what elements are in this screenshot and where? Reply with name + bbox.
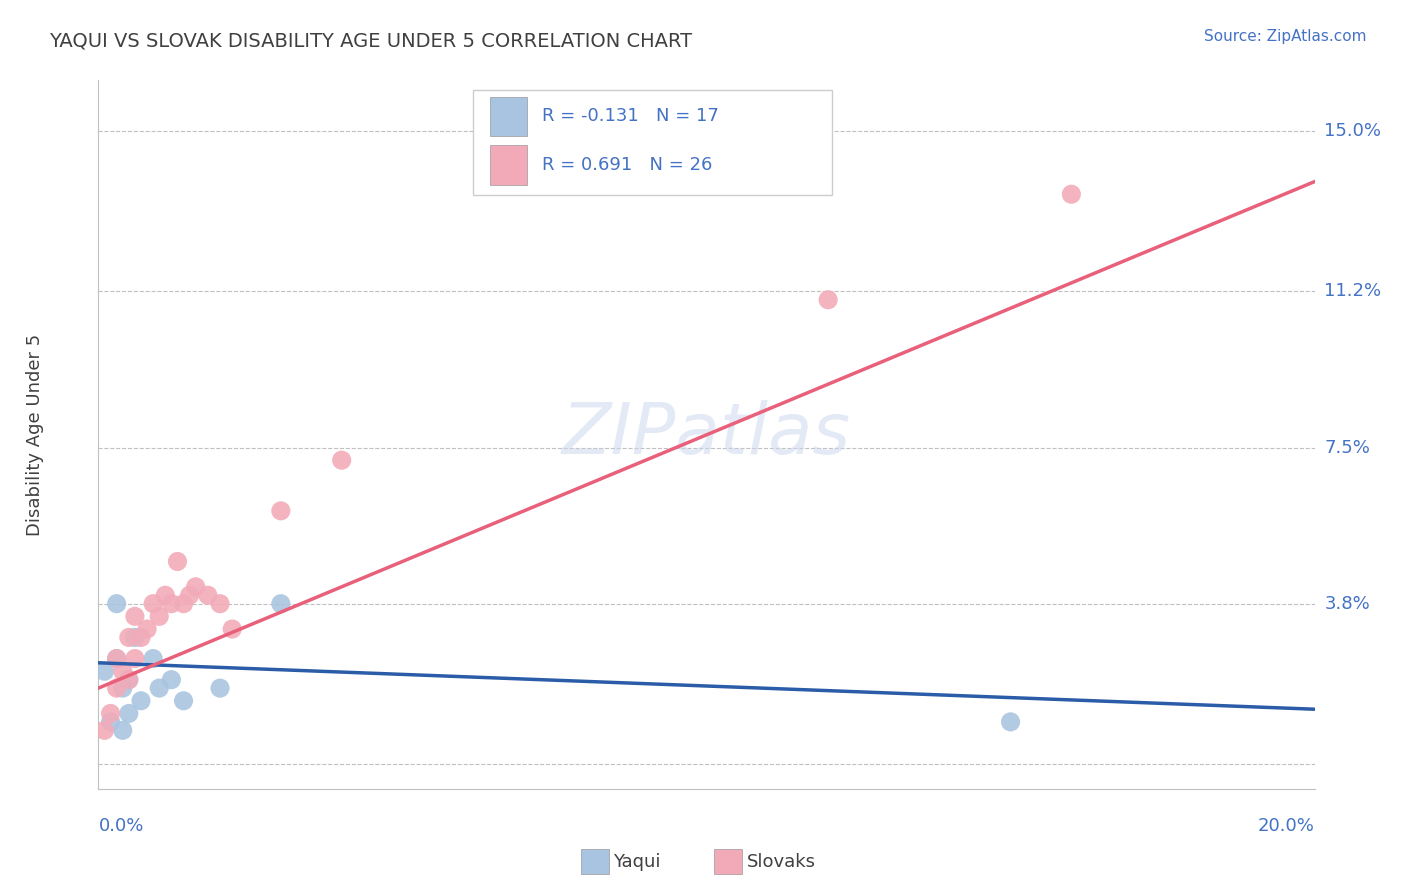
Point [105, 651, 128, 665]
Text: 3.8%: 3.8% [1324, 595, 1369, 613]
Point [179, 588, 201, 602]
Point [124, 609, 146, 624]
Point [111, 681, 134, 695]
Text: 11.2%: 11.2% [1324, 283, 1382, 301]
Text: Slovaks: Slovaks [747, 853, 815, 871]
Point [184, 580, 207, 594]
Point [221, 622, 243, 636]
Point [111, 723, 134, 738]
Point [155, 588, 177, 602]
Point [118, 631, 141, 645]
Text: YAQUI VS SLOVAK DISABILITY AGE UNDER 5 CORRELATION CHART: YAQUI VS SLOVAK DISABILITY AGE UNDER 5 C… [49, 31, 692, 50]
Text: Disability Age Under 5: Disability Age Under 5 [27, 334, 44, 536]
Text: Yaqui: Yaqui [613, 853, 661, 871]
Point [160, 597, 183, 611]
Point [209, 681, 232, 695]
Point [124, 631, 146, 645]
Text: R = 0.691   N = 26: R = 0.691 N = 26 [543, 156, 713, 174]
Point [209, 597, 232, 611]
Text: 7.5%: 7.5% [1324, 439, 1371, 457]
Point [1060, 187, 1083, 202]
FancyBboxPatch shape [472, 90, 832, 195]
Point [330, 453, 353, 467]
Point [118, 673, 141, 687]
Text: 20.0%: 20.0% [1258, 817, 1315, 835]
Text: R = -0.131   N = 17: R = -0.131 N = 17 [543, 107, 720, 126]
Point [105, 597, 128, 611]
Point [105, 681, 128, 695]
Point [270, 504, 292, 518]
Point [105, 651, 128, 665]
Point [173, 694, 195, 708]
Point [270, 597, 292, 611]
Point [1000, 714, 1022, 729]
Point [166, 554, 188, 568]
Text: Source: ZipAtlas.com: Source: ZipAtlas.com [1204, 29, 1367, 44]
Point [142, 651, 165, 665]
Bar [491, 145, 526, 185]
Point [100, 706, 122, 721]
Point [118, 706, 141, 721]
Text: 15.0%: 15.0% [1324, 122, 1381, 140]
Point [136, 622, 159, 636]
Point [148, 681, 170, 695]
Point [160, 673, 183, 687]
Point [111, 664, 134, 679]
Point [124, 651, 146, 665]
Point [93, 664, 115, 679]
Point [817, 293, 839, 307]
Point [100, 714, 122, 729]
Text: 0.0%: 0.0% [98, 817, 143, 835]
Point [173, 597, 195, 611]
Point [93, 723, 115, 738]
Point [118, 673, 141, 687]
Text: ZIPatlas: ZIPatlas [562, 401, 851, 469]
Point [148, 609, 170, 624]
Point [129, 694, 152, 708]
Point [129, 631, 152, 645]
Bar [491, 96, 526, 136]
Point [142, 597, 165, 611]
Point [197, 588, 219, 602]
